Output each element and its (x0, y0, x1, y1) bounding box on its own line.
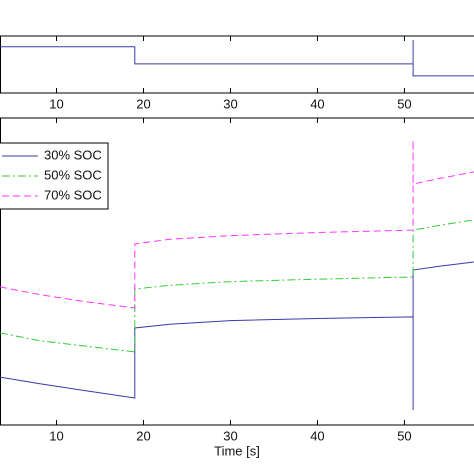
line-series (0, 219, 474, 353)
axes-frame (0, 35, 474, 94)
x-tick-label: 50 (397, 428, 411, 443)
line-series (0, 140, 474, 309)
x-tick-label: 50 (397, 96, 411, 111)
legend-label: 30% SOC (44, 147, 102, 162)
x-tick-label: 10 (49, 428, 63, 443)
x-tick-label: 30 (223, 96, 237, 111)
legend-label: 70% SOC (44, 187, 102, 202)
x-tick-label: 20 (136, 96, 150, 111)
x-tick-label: 40 (310, 96, 324, 111)
axes-frame (0, 117, 474, 426)
x-tick-label: 10 (49, 96, 63, 111)
legend-label: 50% SOC (44, 167, 102, 182)
x-tick-label: 30 (223, 428, 237, 443)
x-tick-label: 20 (136, 428, 150, 443)
x-axis-label: Time [s] (214, 443, 260, 458)
x-tick-label: 40 (310, 428, 324, 443)
line-series (0, 261, 474, 410)
line-series (0, 40, 474, 77)
